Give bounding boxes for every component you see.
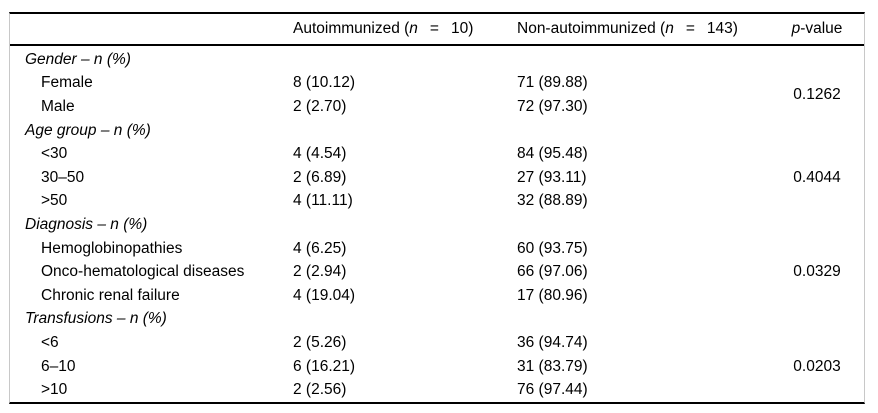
row-label: Hemoglobinopathies — [41, 239, 183, 257]
header-row: Autoimmunized (n = 10) Non-autoimmunized (… — [10, 14, 864, 46]
table-row: >10 2 (2.56) 76 (97.44) — [10, 378, 864, 402]
empty-cell — [770, 308, 864, 332]
empty-cell — [293, 119, 517, 143]
empty-cell — [517, 119, 770, 143]
autoimmunized-value: 2 (2.94) — [293, 263, 347, 281]
header-non-autoimmunized-n: n — [665, 20, 674, 37]
empty-cell — [293, 45, 517, 72]
non-autoimmunized-value: 60 (93.75) — [517, 239, 588, 257]
row-label: >10 — [41, 381, 68, 399]
header-group-column — [10, 14, 293, 46]
row-label: <30 — [41, 145, 68, 163]
header-p-italic: p — [791, 20, 801, 37]
empty-cell — [293, 213, 517, 237]
non-autoimmunized-value: 36 (94.74) — [517, 333, 588, 351]
section-header-gender: Gender – n (%) — [25, 50, 131, 68]
non-autoimmunized-value: 27 (93.11) — [517, 168, 587, 186]
comparison-table-frame: Autoimmunized (n = 10) Non-autoimmunized (… — [9, 12, 865, 404]
header-autoimmunized-label: Autoimmunized ( — [293, 20, 410, 37]
non-autoimmunized-value: 66 (97.06) — [517, 263, 588, 281]
autoimmunized-value: 4 (6.25) — [293, 239, 347, 257]
empty-cell — [293, 308, 517, 332]
row-label: 6–10 — [41, 357, 76, 375]
row-label: Onco-hematological diseases — [41, 263, 245, 281]
table-row: Female 8 (10.12) 71 (89.88) 0.1262 — [10, 72, 864, 103]
empty-cell — [770, 45, 864, 72]
header-non-autoimmunized-equals: = — [685, 20, 695, 37]
non-autoimmunized-value: 31 (83.79) — [517, 357, 588, 375]
header-non-autoimmunized: Non-autoimmunized (n = 143) — [517, 14, 770, 46]
p-value: 0.4044 — [793, 168, 841, 186]
empty-cell — [770, 119, 864, 143]
table-row: 30–50 2 (6.89) 27 (93.11) — [10, 166, 864, 190]
non-autoimmunized-value: 72 (97.30) — [517, 97, 588, 115]
non-autoimmunized-value: 17 (80.96) — [517, 286, 588, 304]
non-autoimmunized-value: 71 (89.88) — [517, 74, 588, 92]
row-label: <6 — [41, 333, 59, 351]
p-value: 0.1262 — [793, 86, 841, 104]
autoimmunized-value: 8 (10.12) — [293, 74, 356, 92]
table-body: Gender – n (%) Female 8 (10.12) 71 (89.8… — [10, 45, 864, 402]
section-header-age-group: Age group – n (%) — [25, 121, 151, 139]
section-header-row: Gender – n (%) — [10, 45, 864, 72]
header-non-autoimmunized-count: 143) — [706, 20, 738, 37]
empty-cell — [517, 213, 770, 237]
row-label: Male — [41, 97, 75, 115]
non-autoimmunized-value: 76 (97.44) — [517, 381, 588, 399]
table-row: Hemoglobinopathies 4 (6.25) 60 (93.75) 0… — [10, 237, 864, 281]
header-autoimmunized: Autoimmunized (n = 10) — [293, 14, 517, 46]
p-value: 0.0329 — [793, 263, 841, 281]
row-label: >50 — [41, 192, 68, 210]
table-row: >50 4 (11.11) 32 (88.89) — [10, 190, 864, 214]
autoimmunized-value: 2 (2.56) — [293, 381, 347, 399]
table-row: 6–10 6 (16.21) 31 (83.79) — [10, 355, 864, 379]
autoimmunization-comparison-table: Autoimmunized (n = 10) Non-autoimmunized (… — [10, 14, 864, 402]
empty-cell — [517, 45, 770, 72]
empty-cell — [517, 308, 770, 332]
section-header-row: Transfusions – n (%) — [10, 308, 864, 332]
non-autoimmunized-value: 32 (88.89) — [517, 192, 588, 210]
empty-cell — [770, 213, 864, 237]
row-label: Female — [41, 74, 93, 92]
header-autoimmunized-equals: = — [429, 20, 439, 37]
row-label: 30–50 — [41, 168, 85, 186]
autoimmunized-value: 6 (16.21) — [293, 357, 356, 375]
p-value: 0.0203 — [793, 357, 841, 375]
table-row: <6 2 (5.26) 36 (94.74) 0.0203 — [10, 331, 864, 375]
header-autoimmunized-n: n — [409, 20, 418, 37]
header-non-autoimmunized-label: Non-autoimmunized ( — [517, 20, 666, 37]
table-row: Onco-hematological diseases 2 (2.94) 66 … — [10, 260, 864, 284]
section-header-diagnosis: Diagnosis – n (%) — [25, 215, 148, 233]
header-p-value: p-value — [770, 14, 864, 46]
autoimmunized-value: 4 (11.11) — [293, 192, 353, 210]
autoimmunized-value: 4 (19.04) — [293, 286, 356, 304]
autoimmunized-value: 2 (2.70) — [293, 97, 347, 115]
table-row: Chronic renal failure 4 (19.04) 17 (80.9… — [10, 284, 864, 308]
row-label: Chronic renal failure — [41, 286, 180, 304]
table-row: <30 4 (4.54) 84 (95.48) 0.4044 — [10, 142, 864, 186]
autoimmunized-value: 2 (5.26) — [293, 333, 347, 351]
table-row: Male 2 (2.70) 72 (97.30) — [10, 95, 864, 119]
section-header-row: Diagnosis – n (%) — [10, 213, 864, 237]
non-autoimmunized-value: 84 (95.48) — [517, 145, 588, 163]
table-header: Autoimmunized (n = 10) Non-autoimmunized (… — [10, 14, 864, 46]
section-header-row: Age group – n (%) — [10, 119, 864, 143]
section-header-transfusions: Transfusions – n (%) — [25, 310, 167, 328]
header-p-suffix: -value — [800, 20, 843, 37]
header-autoimmunized-count: 10) — [450, 20, 474, 37]
autoimmunized-value: 4 (4.54) — [293, 145, 347, 163]
autoimmunized-value: 2 (6.89) — [293, 168, 347, 186]
